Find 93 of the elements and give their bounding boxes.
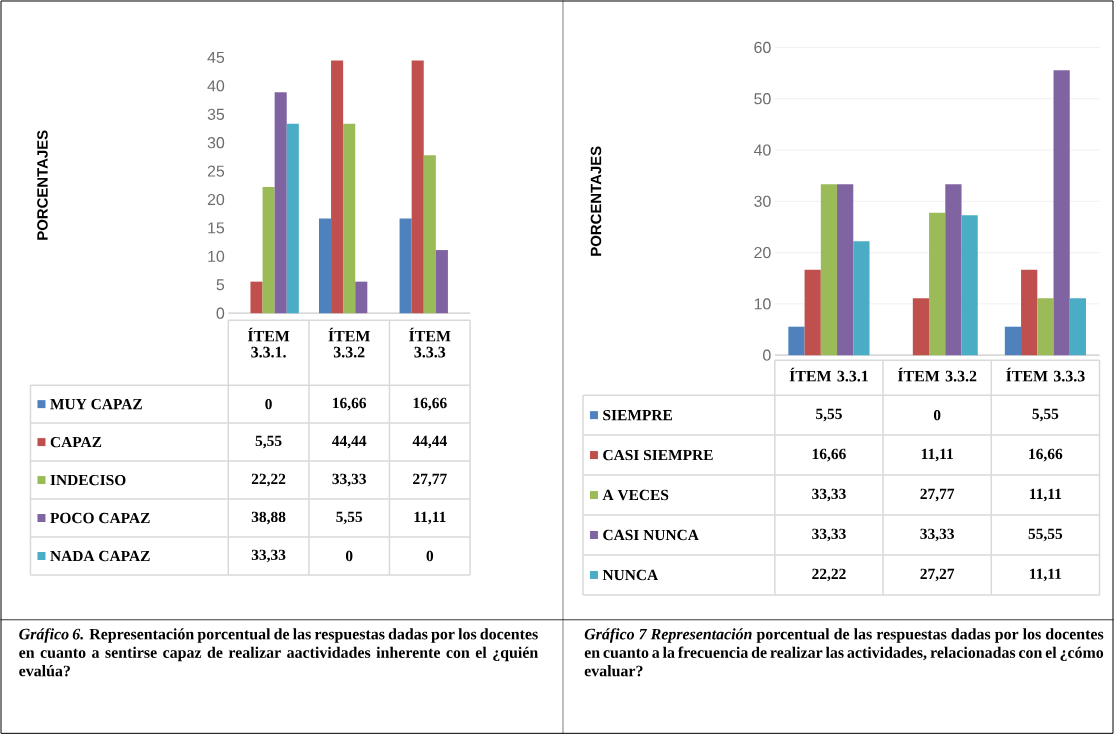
bar xyxy=(929,212,946,356)
bar xyxy=(399,218,412,314)
data-label: 55,55 xyxy=(1028,528,1063,542)
bar xyxy=(1004,326,1022,356)
data-label: 11,11 xyxy=(414,511,446,525)
x-tick-label: ÍTEM 3.3.2 xyxy=(897,367,977,382)
bar xyxy=(1037,298,1054,356)
x-tick-label: ÍTEM 3.3.1 xyxy=(789,367,868,382)
y-tick-label: 30 xyxy=(207,136,225,149)
data-label: 5,55 xyxy=(336,511,363,525)
y-tick-label: 30 xyxy=(754,195,771,207)
data-label: 33,33 xyxy=(251,549,286,563)
y-tick-label: 0 xyxy=(763,349,771,361)
bar xyxy=(961,215,978,356)
text: Gráfico 7 Representación porcentual de las respuestas dadas por los docentes en cuanto a la frecuencia de realizar las actividades, relacionadas con el ¿cómo evaluar? xyxy=(584,627,1104,677)
bar xyxy=(343,123,356,314)
data-label: 22,22 xyxy=(812,568,846,582)
x-tick-label: ÍTEM 3.3.3 xyxy=(409,327,451,358)
data-label: 0 xyxy=(426,550,434,562)
y-tick-label: 0 xyxy=(216,307,225,319)
bar xyxy=(1053,70,1070,356)
legend-label: NUNCA xyxy=(602,569,659,581)
data-label: 16,66 xyxy=(413,397,447,411)
bar xyxy=(355,281,368,314)
bar xyxy=(411,60,424,314)
y-tick-label: 15 xyxy=(208,222,225,234)
legend-label: POCO CAPAZ xyxy=(50,512,150,524)
bar xyxy=(286,123,299,314)
legend-label: CASI NUNCA xyxy=(603,529,699,541)
data-label: 11,11 xyxy=(1030,568,1062,582)
bar xyxy=(435,249,448,314)
data-label: 38,88 xyxy=(251,511,286,525)
legend-label: CAPAZ xyxy=(50,436,102,448)
data-label: 27,27 xyxy=(920,568,955,582)
legend-label: MUY CAPAZ xyxy=(50,398,142,410)
bar xyxy=(262,186,275,314)
x-tick-label: ÍTEM 3.3.2 xyxy=(328,327,370,358)
bar xyxy=(331,60,344,314)
legend-label: INDECISO xyxy=(50,474,126,486)
bar xyxy=(820,184,838,356)
bar xyxy=(318,218,332,314)
y-tick-label: 10 xyxy=(208,250,225,262)
bar xyxy=(250,281,263,314)
y-tick-label: 50 xyxy=(754,92,771,105)
y-tick-label: 45 xyxy=(207,51,225,63)
data-label: 27,77 xyxy=(920,488,955,502)
bar xyxy=(788,326,805,356)
y-axis-title: PORCENTAJES xyxy=(37,130,48,240)
y-axis-title: PORCENTAJES xyxy=(590,146,602,256)
x-tick-label: ÍTEM 3.3.3 xyxy=(1006,367,1085,382)
data-label: 33,33 xyxy=(812,528,846,542)
y-tick-label: 10 xyxy=(754,298,771,310)
y-tick-label: 35 xyxy=(207,108,225,120)
data-label: 5,55 xyxy=(1032,408,1059,422)
data-label: 33,33 xyxy=(332,473,367,487)
data-label: 16,66 xyxy=(333,397,367,411)
data-label: 16,66 xyxy=(1029,448,1063,462)
data-label: 44,44 xyxy=(332,435,367,449)
bar xyxy=(804,269,821,356)
bar xyxy=(274,92,287,314)
data-label: 11,11 xyxy=(1030,488,1062,502)
y-tick-label: 20 xyxy=(754,246,771,259)
data-label: 5,55 xyxy=(816,408,842,422)
x-tick-label: ÍTEM 3.3.1. xyxy=(247,327,290,358)
y-tick-label: 60 xyxy=(754,41,771,53)
bar xyxy=(423,155,436,314)
data-label: 0 xyxy=(933,409,941,421)
data-label: 5,55 xyxy=(255,435,282,449)
data-label: 22,22 xyxy=(251,473,286,487)
bar xyxy=(1069,298,1086,356)
data-label: 0 xyxy=(265,398,272,410)
data-label: 33,33 xyxy=(812,488,846,502)
bar xyxy=(945,184,962,356)
legend-label: A VECES xyxy=(602,489,669,501)
y-tick-label: 40 xyxy=(207,80,225,92)
data-label: 0 xyxy=(345,550,353,562)
bar xyxy=(837,184,854,356)
text: Gráfico 6. Representación porcentual de las respuestas dadas por los docentes en cuanto a sentirse capaz de realizar aactividades inherente con el ¿quién evalúa? xyxy=(19,627,538,677)
data-label: 11,11 xyxy=(921,448,953,462)
legend-label: CASI SIEMPRE xyxy=(603,449,713,461)
y-tick-label: 25 xyxy=(207,165,225,177)
data-label: 27,77 xyxy=(413,473,447,487)
legend-label: NADA CAPAZ xyxy=(50,550,150,562)
y-tick-label: 40 xyxy=(753,144,771,156)
y-tick-label: 5 xyxy=(216,279,225,291)
data-label: 33,33 xyxy=(920,528,954,542)
legend-label: SIEMPRE xyxy=(603,409,672,421)
bar xyxy=(912,298,930,356)
y-tick-label: 20 xyxy=(207,193,225,206)
data-label: 16,66 xyxy=(812,448,846,462)
bar xyxy=(853,241,870,356)
data-label: 44,44 xyxy=(412,435,447,449)
bar xyxy=(1021,269,1038,356)
